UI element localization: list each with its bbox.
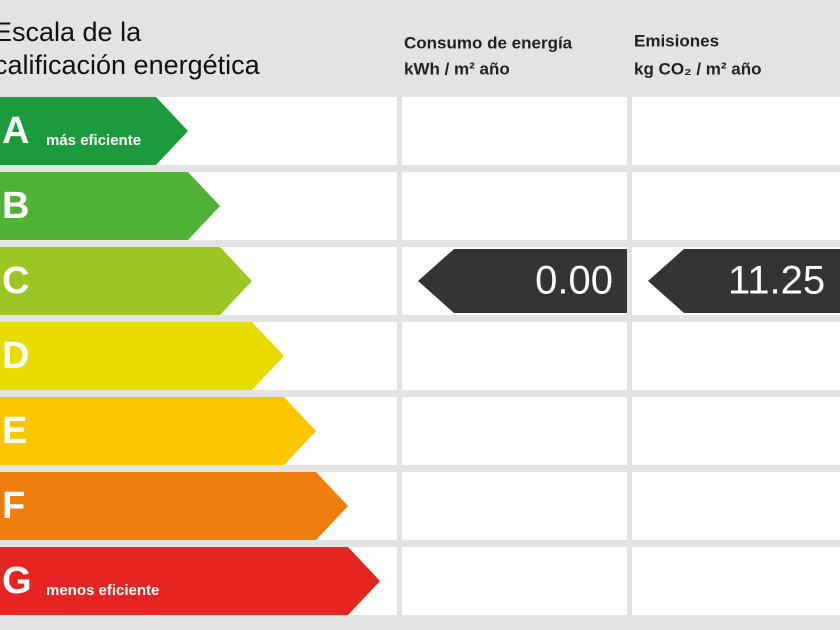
column-unit: kg CO₂ / m² año	[634, 59, 762, 78]
column-title: Emisiones	[634, 31, 719, 50]
row-cell	[632, 322, 840, 390]
rating-arrow	[0, 322, 284, 390]
row-cell	[402, 397, 627, 465]
rating-arrow	[0, 172, 220, 240]
indicator-value: 11.25	[728, 259, 825, 303]
rating-note: más eficiente	[46, 132, 141, 149]
rating-letter: D	[2, 335, 29, 377]
indicator-value: 0.00	[535, 259, 613, 303]
rating-letter: A	[2, 110, 29, 152]
rating-letter: B	[2, 185, 29, 227]
rating-letter: C	[2, 260, 29, 302]
rating-arrow	[0, 97, 188, 165]
rating-arrow	[0, 547, 380, 615]
row-cell	[402, 322, 627, 390]
indicator-arrow	[648, 249, 840, 313]
rating-arrow	[0, 397, 316, 465]
rating-arrow	[0, 472, 348, 540]
row-cell	[402, 472, 627, 540]
indicator-arrow	[418, 249, 627, 313]
rating-arrow	[0, 247, 252, 315]
row-cell	[402, 547, 627, 615]
row-cell	[402, 97, 627, 165]
row-cell	[632, 472, 840, 540]
row-cell	[632, 172, 840, 240]
row-cell	[632, 547, 840, 615]
title-line: Escala de la	[0, 17, 142, 47]
rating-letter: G	[2, 560, 32, 602]
row-cell	[632, 97, 840, 165]
rating-letter: E	[2, 410, 27, 452]
column-title: Consumo de energía	[404, 33, 573, 52]
title-line: calificación energética	[0, 50, 261, 80]
rating-note: menos eficiente	[46, 582, 159, 599]
rating-letter: F	[2, 485, 25, 527]
column-unit: kWh / m² año	[404, 59, 510, 78]
row-cell	[402, 172, 627, 240]
row-cell	[632, 397, 840, 465]
